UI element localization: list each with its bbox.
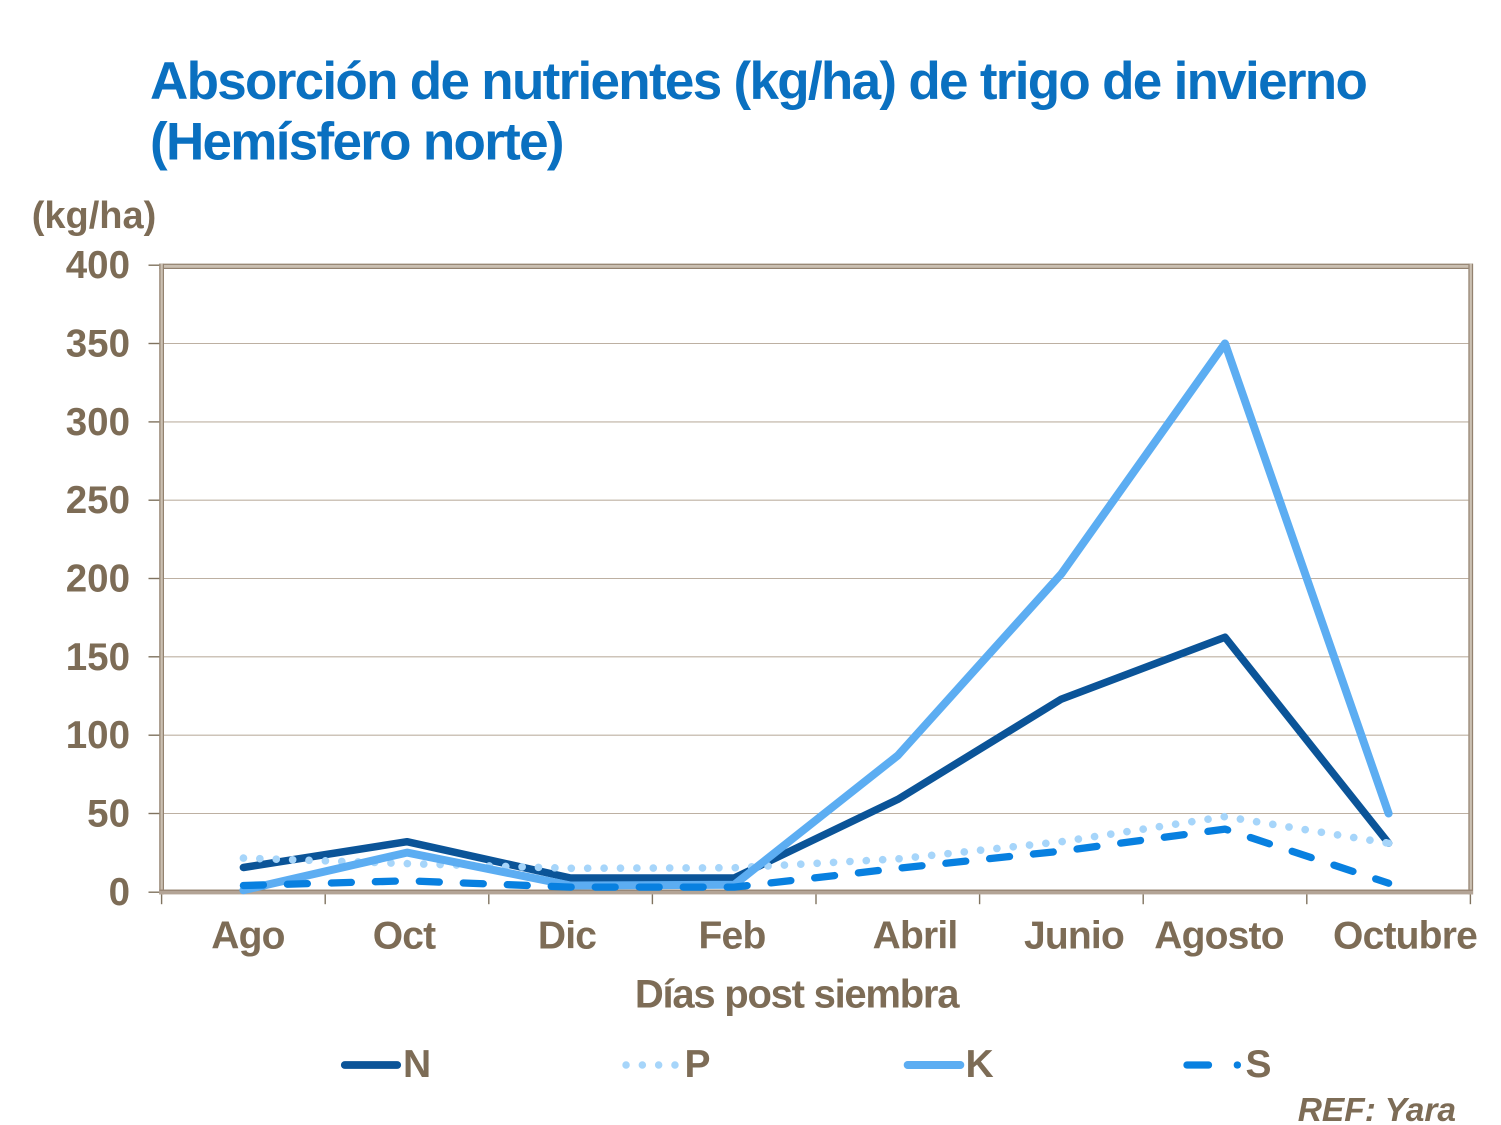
svg-text:REF: Yara: REF: Yara xyxy=(1298,1092,1456,1125)
svg-text:Feb: Feb xyxy=(699,915,766,958)
svg-text:0: 0 xyxy=(109,871,130,914)
svg-text:Abril: Abril xyxy=(873,915,958,958)
svg-text:Octubre: Octubre xyxy=(1333,915,1477,958)
svg-text:100: 100 xyxy=(66,714,130,757)
svg-text:Oct: Oct xyxy=(373,915,436,958)
svg-text:350: 350 xyxy=(66,323,130,366)
svg-text:300: 300 xyxy=(66,401,130,444)
svg-text:N: N xyxy=(403,1043,431,1086)
svg-text:(Hemísfero norte): (Hemísfero norte) xyxy=(150,113,563,172)
svg-text:Agosto: Agosto xyxy=(1154,915,1284,958)
svg-text:Junio: Junio xyxy=(1024,915,1124,958)
svg-text:200: 200 xyxy=(66,558,130,601)
svg-text:S: S xyxy=(1246,1043,1272,1086)
svg-text:Días post siembra: Días post siembra xyxy=(635,973,960,1017)
svg-text:Absorción de nutrientes (kg/ha: Absorción de nutrientes (kg/ha) de trigo… xyxy=(150,52,1366,111)
svg-text:150: 150 xyxy=(66,636,130,679)
svg-text:250: 250 xyxy=(66,479,130,522)
svg-text:50: 50 xyxy=(87,793,130,836)
svg-text:400: 400 xyxy=(66,244,130,287)
svg-text:Dic: Dic xyxy=(538,915,596,958)
svg-text:P: P xyxy=(685,1043,711,1086)
svg-text:Ago: Ago xyxy=(211,915,284,958)
svg-text:K: K xyxy=(966,1043,994,1086)
svg-text:(kg/ha): (kg/ha) xyxy=(32,195,157,237)
